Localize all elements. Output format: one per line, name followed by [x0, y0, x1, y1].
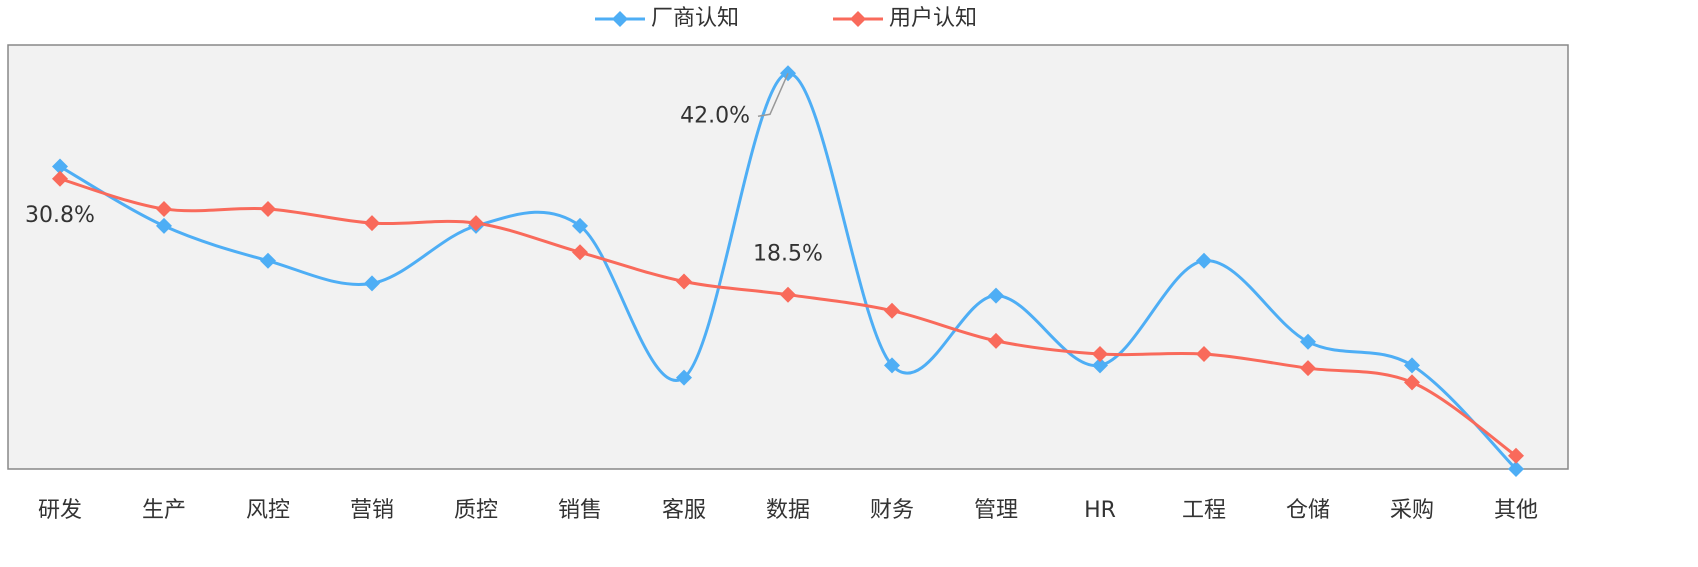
x-tick-label: 采购 [1390, 498, 1434, 523]
point-marker [1092, 357, 1108, 374]
legend-marker [850, 11, 866, 27]
point-marker [156, 217, 172, 234]
point-marker [260, 200, 276, 217]
point-marker [260, 252, 276, 269]
legend-label: 厂商认知 [651, 6, 739, 31]
x-tick-label: 销售 [558, 498, 602, 523]
point-marker [52, 170, 68, 187]
point-marker [52, 158, 68, 175]
point-marker [780, 286, 796, 303]
point-marker [1404, 374, 1420, 391]
x-tick-label: 质控 [454, 498, 498, 523]
point-marker [572, 244, 588, 261]
x-tick-label: 其他 [1494, 498, 1538, 523]
x-tick-label: 仓储 [1286, 498, 1330, 523]
point-marker [364, 215, 380, 232]
x-tick-label: 数据 [766, 498, 810, 523]
point-marker [1092, 346, 1108, 363]
data-label: 30.8% [25, 203, 95, 228]
point-marker [468, 215, 484, 232]
x-tick-label: HR [1084, 498, 1116, 523]
point-marker [988, 332, 1004, 349]
x-tick-label: 财务 [870, 498, 914, 523]
point-marker [676, 369, 692, 386]
point-marker [884, 357, 900, 374]
data-label: 18.5% [753, 242, 823, 267]
x-tick-label: 管理 [974, 498, 1018, 523]
point-marker [572, 217, 588, 234]
point-marker [1300, 360, 1316, 377]
x-tick-label: 研发 [38, 498, 82, 523]
point-marker [1300, 333, 1316, 350]
series-line [59, 71, 1518, 471]
point-marker [988, 287, 1004, 304]
point-marker [364, 275, 380, 292]
x-tick-label: 风控 [246, 498, 290, 523]
legend-label: 用户认知 [889, 6, 977, 31]
point-marker [1508, 461, 1524, 477]
data-label: 42.0% [680, 103, 750, 128]
point-marker [1404, 357, 1420, 374]
point-marker [1508, 447, 1524, 464]
x-tick-label: 客服 [662, 498, 706, 523]
legend-marker [612, 11, 628, 27]
point-marker [156, 200, 172, 217]
point-marker [1196, 346, 1212, 363]
leader-line [757, 72, 789, 118]
x-tick-label: 工程 [1182, 498, 1226, 523]
x-tick-label: 营销 [350, 498, 394, 523]
point-marker [884, 302, 900, 319]
point-marker [676, 273, 692, 290]
x-tick-label: 生产 [142, 498, 186, 523]
point-marker [1196, 252, 1212, 269]
